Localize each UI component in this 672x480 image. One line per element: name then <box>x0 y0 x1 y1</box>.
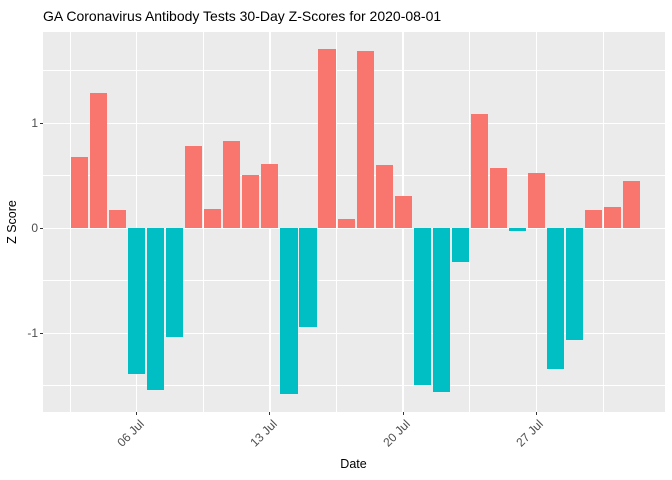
bar-2020-07-04 <box>90 92 108 229</box>
bar-2020-08-01 <box>623 181 641 229</box>
y-tick-label: 1 <box>31 116 38 131</box>
bar-2020-07-08 <box>166 228 184 338</box>
bar-2020-07-09 <box>185 146 203 229</box>
bar-2020-07-13 <box>261 164 279 229</box>
bar-2020-07-05 <box>109 210 127 229</box>
x-tick-mark <box>269 411 271 415</box>
gridline-minor-h <box>43 280 665 282</box>
bar-2020-07-20 <box>394 195 412 229</box>
y-tick-mark <box>40 332 43 334</box>
gridline-major-h <box>43 122 665 125</box>
bar-2020-07-03 <box>71 156 89 229</box>
gridline-minor-h <box>43 70 665 72</box>
bar-2020-07-18 <box>356 50 374 229</box>
x-axis-title: Date <box>340 457 367 471</box>
gridline-minor-v <box>602 32 604 412</box>
bar-2020-07-28 <box>546 228 564 369</box>
gridline-minor-v <box>69 32 71 412</box>
plot-panel <box>43 32 665 412</box>
bar-2020-07-27 <box>527 172 545 229</box>
bar-2020-07-25 <box>489 168 507 229</box>
bar-2020-07-22 <box>432 228 450 393</box>
chart-title: GA Coronavirus Antibody Tests 30-Day Z-S… <box>43 8 442 24</box>
y-tick-label: -1 <box>27 326 38 341</box>
bar-2020-07-30 <box>584 210 603 229</box>
gridline-minor-v <box>336 32 338 412</box>
gridline-major-v <box>135 32 138 412</box>
bar-2020-07-23 <box>451 228 469 262</box>
bar-2020-07-07 <box>147 228 165 390</box>
bar-2020-07-24 <box>470 113 488 229</box>
bar-2020-07-10 <box>204 209 222 229</box>
x-tick-mark <box>535 411 537 415</box>
y-tick-label: 0 <box>31 221 38 236</box>
bar-2020-07-26 <box>508 228 526 232</box>
gridline-major-h <box>43 332 665 335</box>
y-tick-mark <box>40 122 43 124</box>
gridline-minor-v <box>469 32 471 412</box>
y-tick-mark <box>40 227 43 229</box>
bar-2020-07-16 <box>318 48 336 229</box>
gridline-major-h <box>43 227 665 230</box>
bar-2020-07-06 <box>128 228 146 375</box>
gridline-minor-v <box>202 32 204 412</box>
bar-2020-07-14 <box>280 228 298 395</box>
gridline-minor-h <box>43 385 665 387</box>
bar-2020-07-11 <box>223 141 241 229</box>
bar-2020-07-15 <box>299 228 317 327</box>
bar-2020-07-29 <box>565 228 584 340</box>
x-tick-mark <box>402 411 404 415</box>
bar-2020-07-17 <box>337 218 355 229</box>
gridline-minor-h <box>43 175 665 177</box>
bar-2020-07-19 <box>375 165 393 229</box>
bar-2020-07-12 <box>242 174 260 229</box>
bar-2020-07-31 <box>604 207 622 229</box>
bar-2020-07-21 <box>413 228 431 385</box>
x-tick-mark <box>136 411 138 415</box>
